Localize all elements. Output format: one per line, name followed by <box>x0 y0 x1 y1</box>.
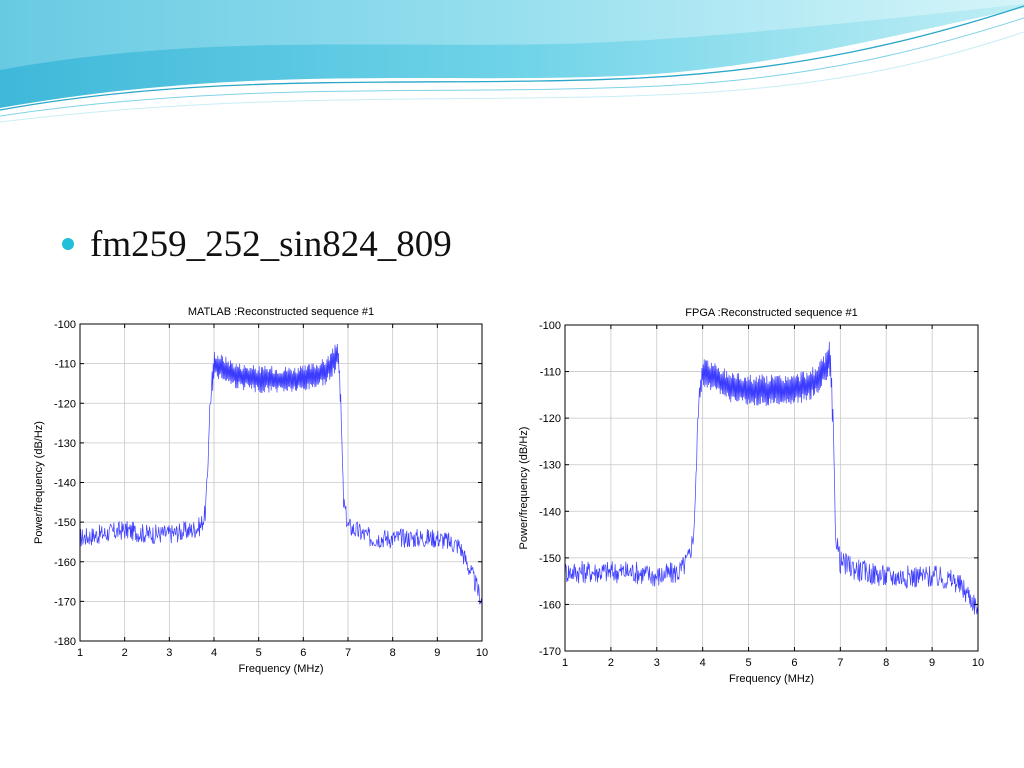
y-tick-label: -150 <box>539 553 561 565</box>
chart-title: FPGA :Reconstructed sequence #1 <box>685 307 857 319</box>
x-tick-label: 3 <box>166 647 172 659</box>
x-tick-label: 8 <box>390 647 396 659</box>
x-tick-label: 8 <box>883 657 889 669</box>
x-tick-label: 6 <box>791 657 797 669</box>
x-tick-label: 1 <box>562 657 568 669</box>
y-tick-label: -130 <box>539 460 561 472</box>
y-tick-label: -160 <box>54 557 76 569</box>
bullet-icon <box>62 238 74 250</box>
x-tick-label: 7 <box>345 647 351 659</box>
series-line <box>79 343 483 605</box>
y-tick-label: -150 <box>54 517 76 529</box>
x-tick-label: 9 <box>434 647 440 659</box>
y-tick-label: -140 <box>54 478 76 490</box>
y-tick-label: -120 <box>539 413 561 425</box>
y-tick-label: -170 <box>54 596 76 608</box>
x-tick-label: 5 <box>745 657 751 669</box>
y-tick-label: -140 <box>539 506 561 518</box>
y-tick-label: -130 <box>54 438 76 450</box>
bullet-item: fm259_252_sin824_809 <box>62 222 452 266</box>
x-tick-label: 3 <box>654 657 660 669</box>
x-tick-label: 2 <box>122 647 128 659</box>
x-tick-label: 7 <box>837 657 843 669</box>
y-tick-label: -110 <box>55 359 76 371</box>
y-tick-label: -100 <box>54 319 76 331</box>
x-tick-label: 1 <box>77 647 83 659</box>
x-tick-label: 2 <box>608 657 614 669</box>
y-tick-label: -120 <box>54 398 76 410</box>
x-tick-label: 5 <box>256 647 262 659</box>
x-axis-label: Frequency (MHz) <box>239 663 324 675</box>
grid <box>565 325 978 651</box>
plot-frame <box>564 324 979 652</box>
series-line <box>564 341 979 615</box>
header-wave-decoration <box>0 0 1024 123</box>
y-tick-label: -160 <box>539 599 561 611</box>
y-tick-label: -180 <box>54 636 76 648</box>
x-tick-label: 6 <box>300 647 306 659</box>
x-axis-label: Frequency (MHz) <box>729 673 814 685</box>
chart-title: MATLAB :Reconstructed sequence #1 <box>188 306 374 318</box>
y-tick-label: -100 <box>539 320 561 332</box>
y-tick-label: -110 <box>540 367 561 379</box>
x-tick-label: 4 <box>211 647 217 659</box>
y-tick-label: -170 <box>539 646 561 658</box>
x-tick-label: 4 <box>700 657 706 669</box>
x-tick-label: 10 <box>476 647 488 659</box>
y-axis-label: Power/frequency (dB/Hz) <box>33 421 45 544</box>
x-tick-label: 10 <box>972 657 984 669</box>
bullet-text: fm259_252_sin824_809 <box>90 223 452 265</box>
y-axis-label: Power/frequency (dB/Hz) <box>518 427 530 550</box>
x-tick-label: 9 <box>929 657 935 669</box>
